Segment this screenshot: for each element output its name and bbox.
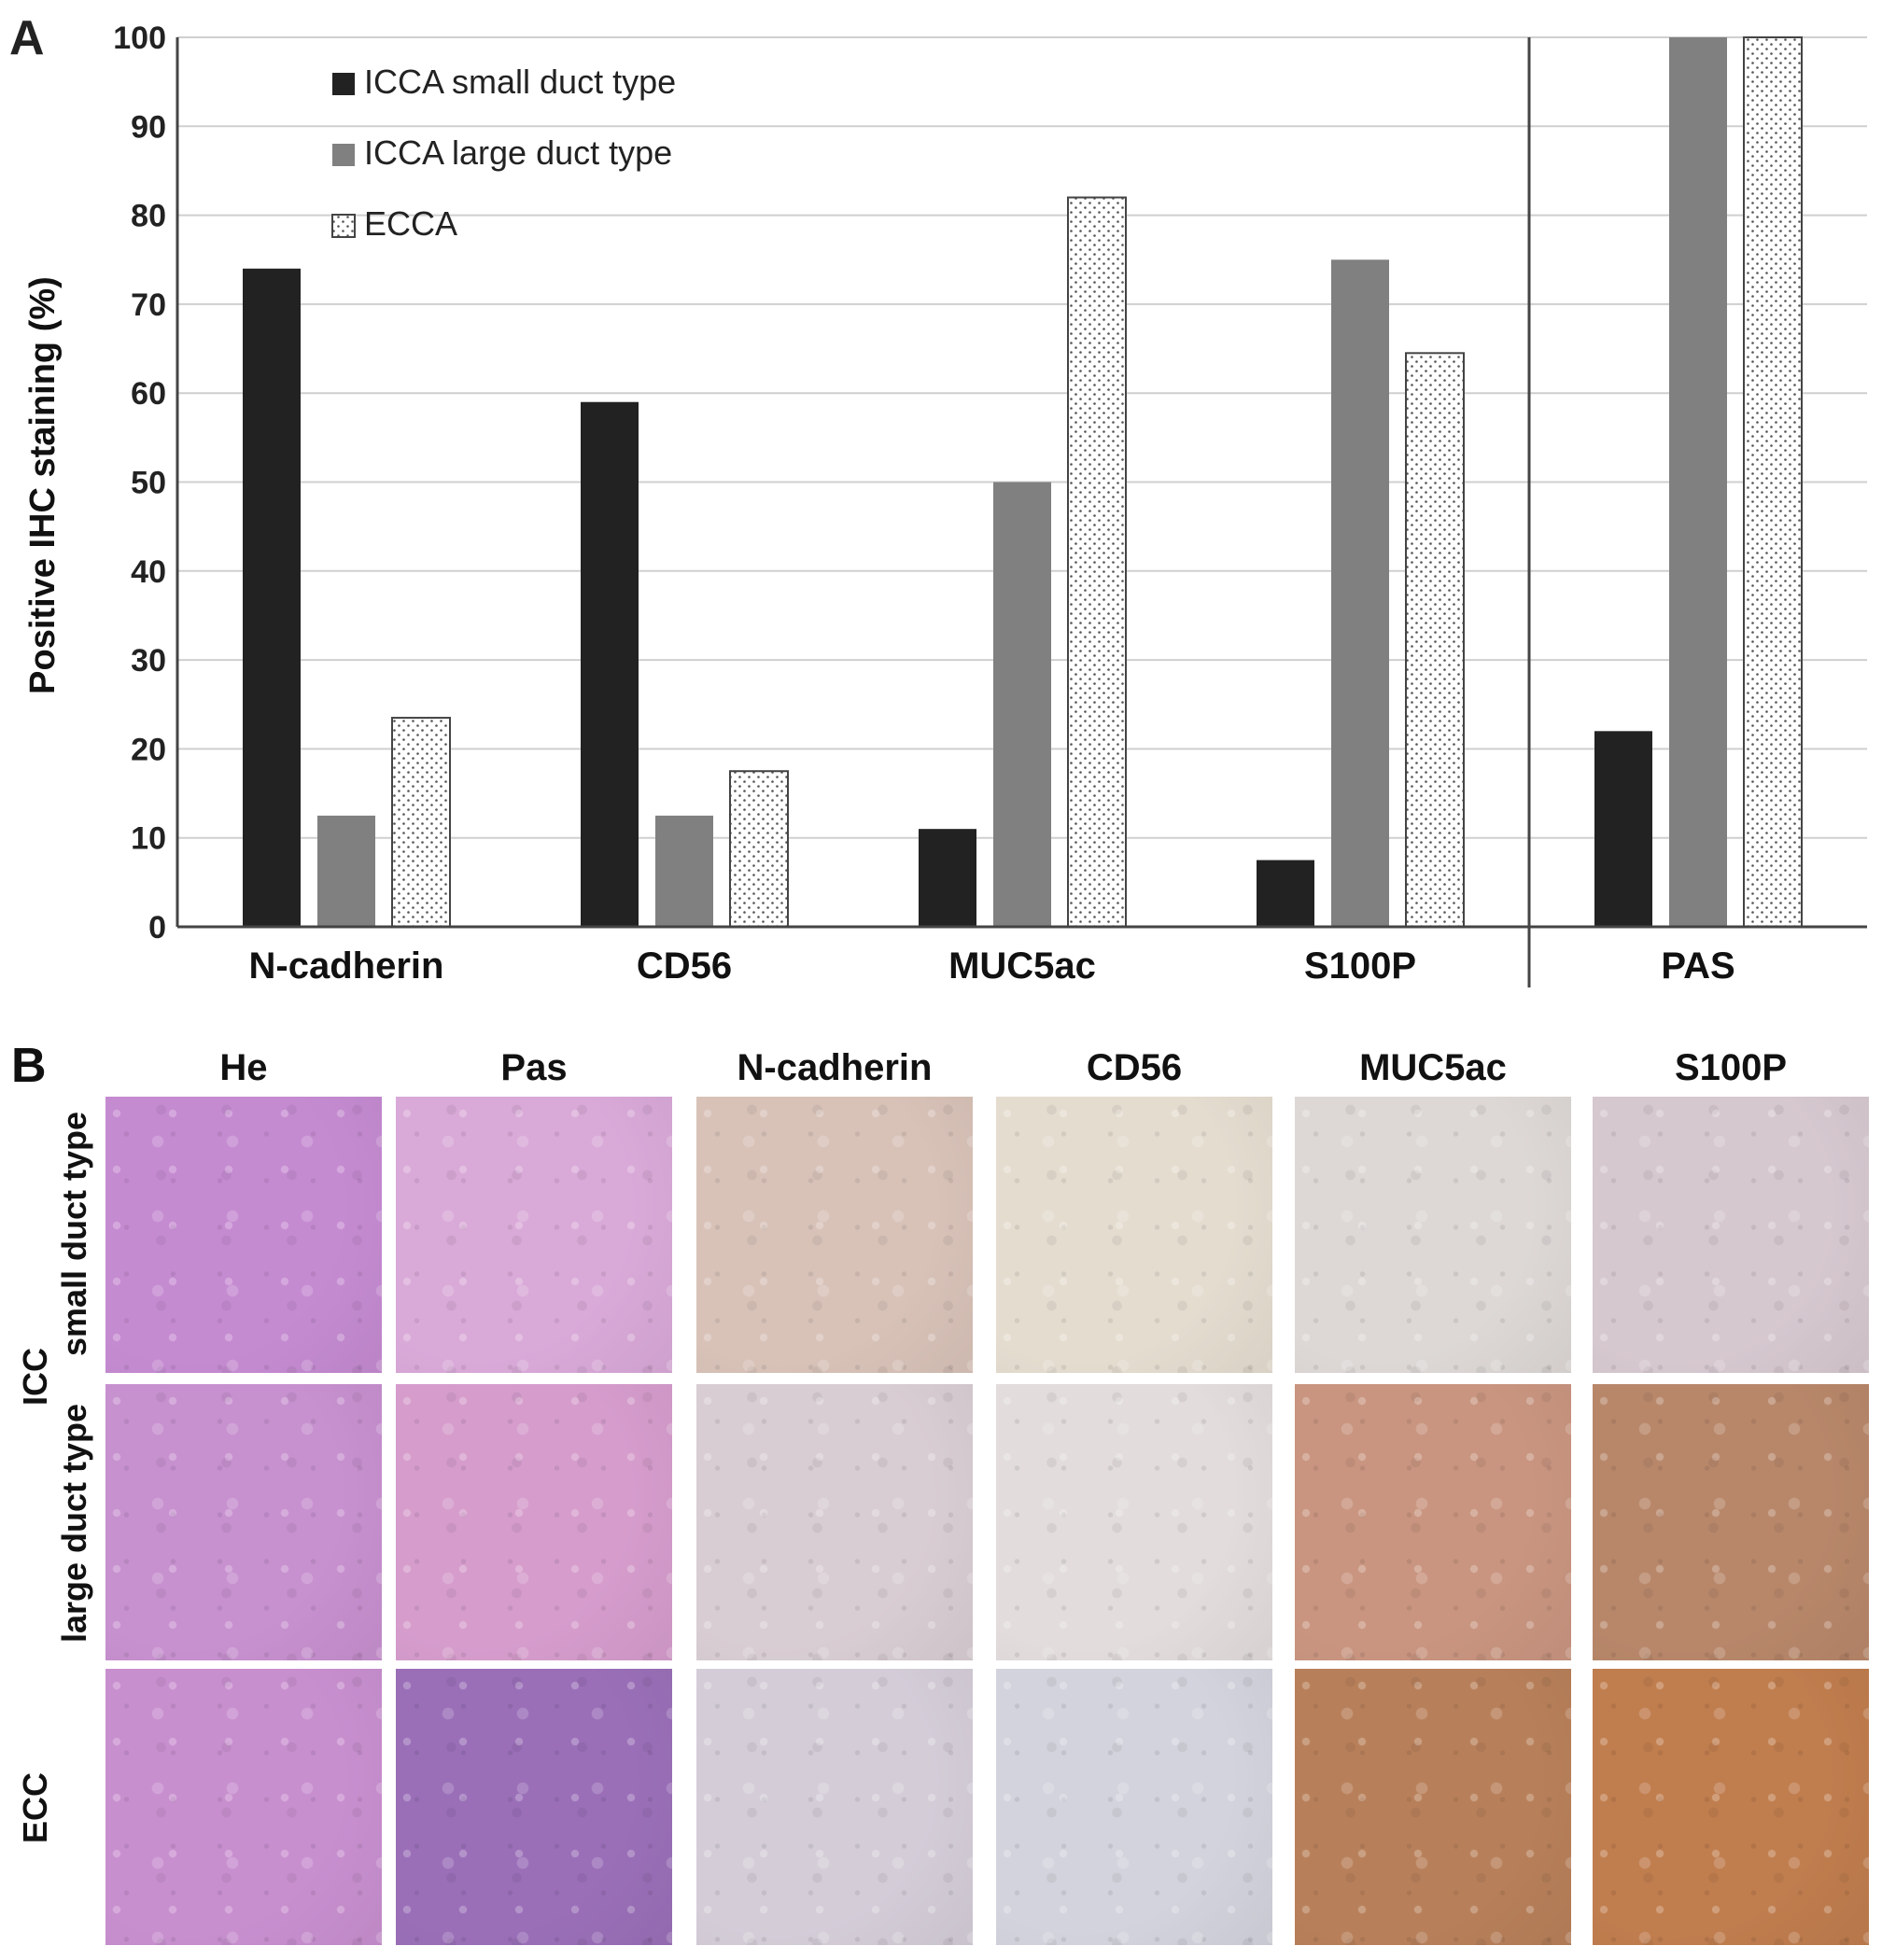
bar-n-cadherin-ecca: [391, 717, 451, 928]
histology-tile-n-cadherin-row-1: [696, 1097, 973, 1373]
x-category-labels: N-cadherin CD56 MUC5ac S100P PAS: [249, 945, 1735, 987]
y-tick-labels: 0 10 20 30 40 50 60 70 80 90 100: [113, 21, 166, 945]
row-label-ecc: ECC: [16, 1771, 55, 1844]
histology-tile-pas-row-3: [396, 1669, 672, 1945]
histology-tile-cd56-row-3: [996, 1669, 1272, 1945]
legend-label: ICCA small duct type: [364, 63, 676, 101]
y-tick-label: 20: [131, 732, 166, 767]
bar-chart: A 0 10 20 30 40 50 60 70 80 90 100 N-cadherin CD56 M…: [9, 11, 1867, 987]
legend-label: ECCA: [364, 204, 457, 243]
bar-cd56-icca-small-duct-type: [581, 401, 639, 928]
histology-tile-n-cadherin-row-2: [696, 1384, 973, 1660]
bar-pas-icca-large-duct-type: [1669, 37, 1727, 927]
y-tick-label: 40: [131, 554, 166, 590]
histology-tile-s100p-row-3: [1593, 1669, 1869, 1945]
row-label-large-duct-type: large duct type: [55, 1403, 94, 1644]
bar-pas-ecca: [1743, 36, 1803, 928]
panel-letter-a: A: [9, 11, 45, 65]
x-category-label: S100P: [1304, 945, 1416, 987]
y-tick-label: 90: [131, 109, 166, 145]
panel-letter-b: B: [11, 1039, 47, 1093]
bar-n-cadherin-icca-small-duct-type: [243, 268, 301, 927]
bars: [243, 36, 1803, 929]
histology-tile-pas-row-2: [396, 1384, 672, 1660]
y-tick-label: 70: [131, 287, 166, 323]
column-header-n-cadherin: N-cadherin: [737, 1047, 933, 1088]
bar-cd56-icca-large-duct-type: [655, 815, 713, 927]
y-tick-label: 30: [131, 643, 166, 679]
y-tick-label: 0: [148, 910, 166, 945]
y-tick-label: 80: [131, 199, 166, 234]
row-group-label-icc: ICC: [16, 1348, 54, 1406]
bar-s100p-icca-small-duct-type: [1257, 860, 1314, 927]
histology-tile-pas-row-1: [396, 1097, 672, 1373]
histology-tile-cd56-row-1: [996, 1097, 1272, 1373]
bar-cd56-ecca: [729, 770, 789, 928]
histology-tile-n-cadherin-row-3: [696, 1669, 973, 1945]
legend-swatch: [332, 144, 355, 166]
legend-swatch: [331, 214, 356, 238]
x-category-label: PAS: [1661, 945, 1734, 987]
histology-tile-muc5ac-row-1: [1295, 1097, 1571, 1373]
bar-muc5ac-icca-large-duct-type: [993, 482, 1051, 927]
histology-tile-muc5ac-row-2: [1295, 1384, 1571, 1660]
x-category-label: CD56: [637, 945, 732, 987]
histology-tile-he-row-2: [105, 1384, 382, 1660]
y-axis-label: Positive IHC staining (%): [23, 276, 63, 694]
x-category-label: N-cadherin: [249, 945, 444, 987]
column-header-muc5ac: MUC5ac: [1359, 1047, 1507, 1088]
bar-s100p-icca-large-duct-type: [1331, 259, 1389, 927]
histology-tile-muc5ac-row-3: [1295, 1669, 1571, 1945]
axes: [176, 37, 1867, 987]
column-header-pas: Pas: [500, 1047, 568, 1088]
bar-pas-icca-small-duct-type: [1594, 731, 1652, 927]
y-tick-label: 50: [131, 466, 166, 501]
column-header-cd56: CD56: [1086, 1047, 1183, 1088]
histology-tile-s100p-row-1: [1593, 1097, 1869, 1373]
bar-n-cadherin-icca-large-duct-type: [317, 815, 375, 927]
histology-tile-cd56-row-2: [996, 1384, 1272, 1660]
histology-tile-he-row-3: [105, 1669, 382, 1945]
legend-swatch: [332, 73, 355, 95]
bar-muc5ac-icca-small-duct-type: [919, 829, 976, 927]
bar-s100p-ecca: [1405, 352, 1465, 928]
y-tick-label: 10: [131, 821, 166, 857]
y-tick-label: 60: [131, 376, 166, 412]
histology-tile-he-row-1: [105, 1097, 382, 1373]
column-header-s100p: S100P: [1674, 1047, 1788, 1088]
row-label-small-duct-type: small duct type: [55, 1111, 94, 1357]
legend: ICCA small duct type ICCA large duct type…: [331, 63, 676, 243]
y-tick-label: 100: [113, 21, 166, 56]
histology-tile-s100p-row-2: [1593, 1384, 1869, 1660]
legend-label: ICCA large duct type: [364, 133, 672, 172]
column-header-he: He: [219, 1047, 268, 1088]
bar-muc5ac-ecca: [1067, 196, 1127, 929]
x-category-label: MUC5ac: [948, 945, 1096, 987]
